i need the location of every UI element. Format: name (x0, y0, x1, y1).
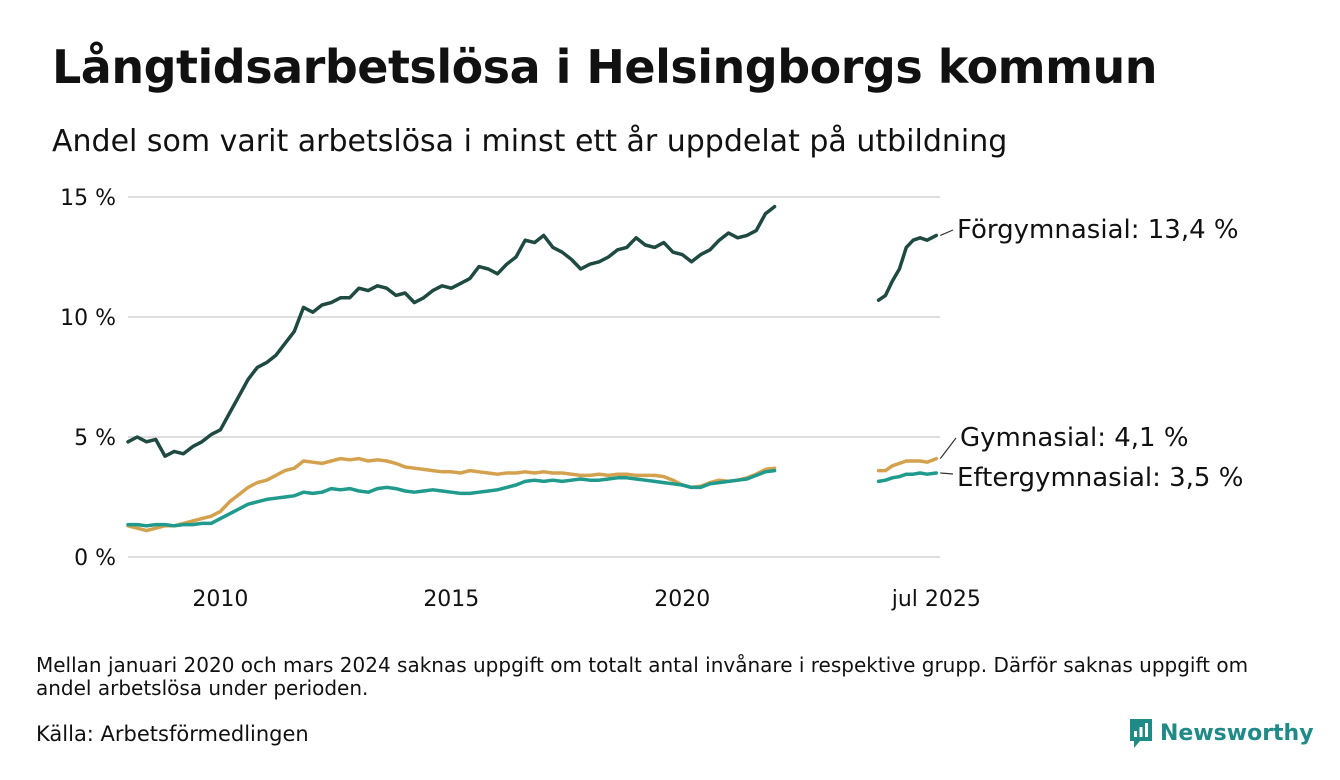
series-lines (126, 204, 939, 533)
series-line-f-rgymnasial-1 (126, 204, 777, 458)
y-axis-ticks: 0 % 5 % 10 % 15 % (60, 186, 116, 571)
chart-title: Långtidsarbetslösa i Helsingborgs kommun (52, 40, 1158, 94)
series-line-eftergymnasial-1 (126, 468, 777, 528)
series-end-label: Förgymnasial: 13,4 % (957, 215, 1239, 245)
x-tick-label: 2015 (423, 587, 479, 612)
footnote: Mellan januari 2020 och mars 2024 saknas… (36, 653, 1249, 700)
series-line-f-rgymnasial-2 (876, 233, 939, 302)
x-axis-ticks: 2010 2015 2020 jul 2025 (192, 587, 981, 612)
chart-logo-icon (1130, 719, 1152, 748)
newsworthy-logo: Newsworthy (1128, 716, 1314, 750)
line-chart: 0 % 5 % 10 % 15 % 2010 2015 2020 jul 2025 Förg… (60, 186, 1243, 612)
series-end-labels: Förgymnasial: 13,4 % Gymnasial: 4,1 % Efte… (939, 215, 1243, 493)
y-tick-label: 0 % (74, 546, 116, 571)
y-tick-label: 5 % (74, 426, 116, 451)
x-tick-label: 2010 (192, 587, 248, 612)
leader-line (939, 437, 957, 459)
series-end-label: Gymnasial: 4,1 % (960, 423, 1189, 453)
x-tick-label: 2020 (654, 587, 710, 612)
series-end-label: Eftergymnasial: 3,5 % (957, 463, 1243, 493)
chart-subtitle: Andel som varit arbetslösa i minst ett å… (52, 124, 1008, 159)
logo-text: Newsworthy (1160, 720, 1314, 746)
series-line-gymnasial-2 (876, 456, 939, 473)
y-tick-label: 10 % (60, 306, 116, 331)
leader-line (940, 472, 954, 475)
gridlines (128, 196, 940, 558)
x-tick-label: jul 2025 (891, 587, 981, 612)
series-line-gymnasial-1 (126, 456, 777, 533)
y-tick-label: 15 % (60, 186, 116, 211)
series-line-eftergymnasial-2 (876, 471, 939, 484)
leader-line (940, 229, 954, 236)
source-label: Källa: Arbetsförmedlingen (36, 722, 309, 746)
